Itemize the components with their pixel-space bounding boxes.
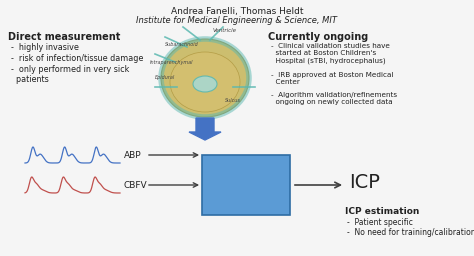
- Text: -  only performed in very sick
  patients: - only performed in very sick patients: [11, 65, 129, 84]
- Text: Institute for Medical Engineering & Science, MIT: Institute for Medical Engineering & Scie…: [137, 16, 337, 25]
- Text: -  Patient specific: - Patient specific: [347, 218, 413, 227]
- Text: Model-Based: Model-Based: [213, 168, 279, 178]
- Ellipse shape: [193, 76, 217, 92]
- Text: Intraparenchymal: Intraparenchymal: [150, 60, 193, 65]
- Text: ICP estimation: ICP estimation: [345, 207, 419, 216]
- Text: CBFV: CBFV: [124, 180, 147, 189]
- Text: Currently ongoing: Currently ongoing: [268, 32, 368, 42]
- Text: Direct measurement: Direct measurement: [8, 32, 120, 42]
- Text: Algorithm: Algorithm: [220, 192, 272, 202]
- Text: -  No need for training/calibration: - No need for training/calibration: [347, 228, 474, 237]
- Text: -  IRB approved at Boston Medical
  Center: - IRB approved at Boston Medical Center: [271, 72, 393, 85]
- Text: ABP: ABP: [124, 151, 142, 159]
- FancyArrow shape: [189, 118, 221, 140]
- Text: Andrea Fanelli, Thomas Heldt: Andrea Fanelli, Thomas Heldt: [171, 7, 303, 16]
- Ellipse shape: [170, 52, 240, 112]
- Ellipse shape: [161, 39, 249, 117]
- Text: -  risk of infection/tissue damage: - risk of infection/tissue damage: [11, 54, 143, 63]
- Text: Sulcus: Sulcus: [225, 98, 241, 103]
- Text: -  Algorithm validation/refinements
  ongoing on newly collected data: - Algorithm validation/refinements ongoi…: [271, 92, 397, 105]
- Text: Estimation: Estimation: [218, 180, 274, 190]
- Text: ICP: ICP: [349, 174, 380, 193]
- Text: Subarachnoid: Subarachnoid: [165, 42, 199, 47]
- Text: Ventricle: Ventricle: [213, 28, 237, 33]
- Text: -  highly invasive: - highly invasive: [11, 43, 79, 52]
- FancyBboxPatch shape: [202, 155, 290, 215]
- Text: Epidural: Epidural: [155, 75, 175, 80]
- Text: -  Clinical validation studies have
  started at Boston Children's
  Hospital (s: - Clinical validation studies have start…: [271, 43, 390, 63]
